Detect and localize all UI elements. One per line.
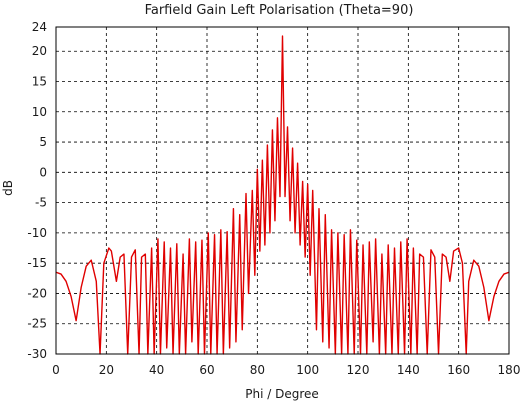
y-tick-label: 24 bbox=[32, 20, 47, 34]
x-tick-label: 80 bbox=[250, 363, 265, 377]
x-tick-label: 100 bbox=[296, 363, 319, 377]
x-tick-label: 160 bbox=[447, 363, 470, 377]
y-tick-label: -10 bbox=[27, 226, 47, 240]
x-tick-label: 60 bbox=[199, 363, 214, 377]
y-tick-label: 15 bbox=[32, 75, 47, 89]
chart-title: Farfield Gain Left Polarisation (Theta=9… bbox=[145, 3, 414, 18]
y-tick-label: 5 bbox=[39, 135, 47, 149]
x-tick-label: 40 bbox=[149, 363, 164, 377]
y-tick-label: 10 bbox=[32, 105, 47, 119]
y-axis-label: dB bbox=[1, 180, 15, 196]
y-tick-label: -15 bbox=[27, 256, 47, 270]
y-tick-label: -30 bbox=[27, 347, 47, 361]
y-tick-label: -20 bbox=[27, 286, 47, 300]
series-line bbox=[55, 35, 510, 355]
y-tick-labels: -30 -25 -20 -15 -10 -5 0 5 10 15 20 24 bbox=[27, 20, 47, 361]
x-tick-label: 20 bbox=[99, 363, 114, 377]
x-tick-label: 120 bbox=[347, 363, 370, 377]
x-axis-label: Phi / Degree bbox=[245, 387, 319, 401]
plot-area bbox=[55, 35, 510, 355]
y-tick-label: 20 bbox=[32, 44, 47, 58]
x-tick-label: 140 bbox=[397, 363, 420, 377]
y-tick-label: -5 bbox=[35, 196, 47, 210]
x-tick-label: 0 bbox=[52, 363, 60, 377]
x-tick-labels: 0 20 40 60 80 100 120 140 160 180 bbox=[52, 363, 520, 377]
y-tick-label: -25 bbox=[27, 317, 47, 331]
x-tick-label: 180 bbox=[498, 363, 521, 377]
y-tick-label: 0 bbox=[39, 165, 47, 179]
plot-frame bbox=[55, 26, 510, 355]
